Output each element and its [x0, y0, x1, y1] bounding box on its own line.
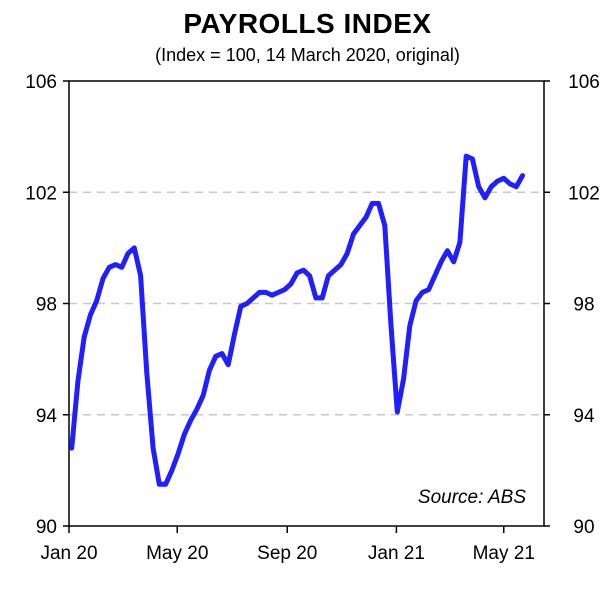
payrolls-series-line [69, 153, 525, 487]
source-label: Source: ABS [418, 487, 526, 508]
y-tick-label-right-98: 98 [573, 295, 594, 316]
axis-labels: 90 90 94 94 98 98 102 102 106 106 Jan 20 May 20 Sep … [25, 72, 600, 564]
x-tick-label-1: May 20 [146, 543, 208, 564]
chart-title: PAYROLLS INDEX [183, 8, 432, 39]
axis-ticks [63, 80, 550, 533]
x-tick-label-3: Jan 21 [368, 543, 425, 564]
y-tick-label-right-106: 106 [568, 72, 600, 93]
y-tick-label-left-90: 90 [36, 517, 57, 538]
y-tick-label-left-102: 102 [25, 183, 57, 204]
y-tick-label-left-94: 94 [36, 406, 58, 427]
y-tick-label-right-102: 102 [568, 183, 600, 204]
x-tick-label-2: Sep 20 [257, 543, 317, 564]
y-tick-label-right-90: 90 [573, 517, 594, 538]
y-tick-label-left-98: 98 [36, 295, 57, 316]
y-tick-label-left-106: 106 [25, 72, 57, 93]
x-tick-label-0: Jan 20 [40, 543, 97, 564]
y-tick-label-right-94: 94 [573, 406, 595, 427]
x-tick-label-4: May 21 [473, 543, 535, 564]
chart-subtitle: (Index = 100, 14 March 2020, original) [155, 45, 460, 65]
